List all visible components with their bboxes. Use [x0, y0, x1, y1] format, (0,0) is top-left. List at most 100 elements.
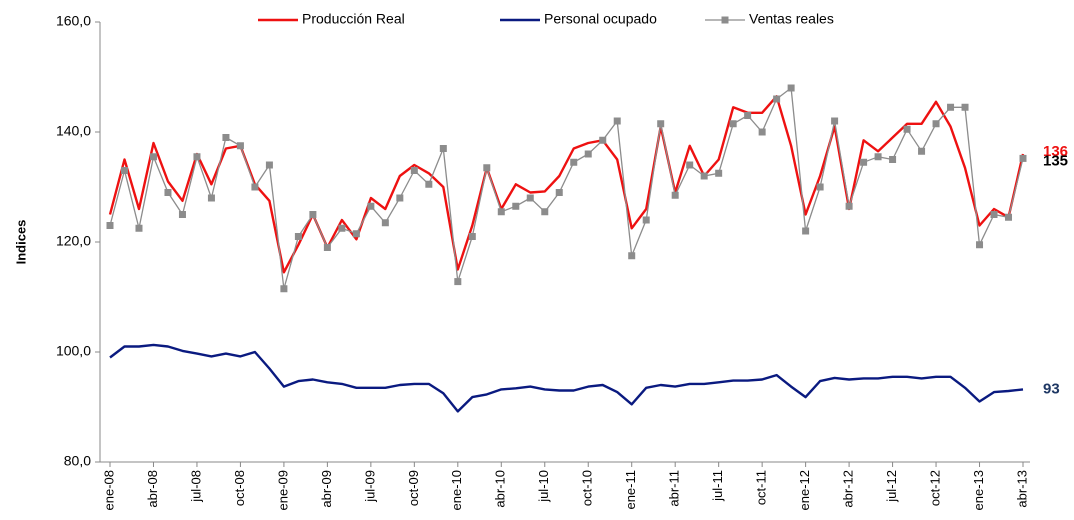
marker [454, 278, 462, 286]
x-tick-label: jul-09 [362, 470, 377, 503]
x-tick-label: ene-08 [101, 470, 116, 510]
marker [120, 167, 128, 174]
x-tick-label: oct-10 [580, 470, 595, 506]
x-tick-label: abr-08 [145, 470, 160, 508]
marker [860, 158, 868, 166]
x-tick-label: abr-13 [1014, 470, 1029, 508]
legend-label: Producción Real [302, 11, 405, 27]
y-tick-label: 100,0 [56, 343, 91, 359]
marker [106, 222, 114, 229]
series-line [109, 87, 1024, 290]
x-tick-label: ene-10 [449, 470, 464, 510]
marker [236, 142, 244, 150]
y-tick-label: 160,0 [56, 13, 91, 29]
marker [207, 194, 215, 202]
marker [700, 172, 708, 180]
legend-label: Ventas reales [749, 11, 834, 27]
x-tick-label: abr-09 [319, 470, 334, 508]
marker [744, 112, 752, 119]
marker [338, 224, 346, 232]
marker [729, 120, 737, 128]
y-tick-label: 120,0 [56, 233, 91, 249]
marker [222, 134, 230, 141]
marker [976, 241, 984, 249]
marker [497, 208, 505, 216]
marker [309, 211, 317, 218]
end-label: 135 [1043, 152, 1068, 169]
marker [265, 161, 273, 169]
x-tick-label: abr-10 [493, 470, 508, 508]
marker [570, 158, 578, 166]
marker [468, 233, 476, 240]
end-label: 93 [1043, 380, 1060, 397]
marker [178, 211, 186, 218]
x-tick-label: jul-08 [188, 470, 203, 503]
marker [831, 117, 839, 125]
x-tick-label: ene-11 [623, 470, 638, 510]
marker [164, 189, 172, 196]
marker [425, 180, 433, 188]
x-tick-label: oct-11 [754, 470, 769, 505]
marker [628, 252, 636, 260]
marker [599, 136, 607, 144]
x-tick-label: jul-10 [536, 470, 551, 503]
y-tick-label: 80,0 [64, 453, 91, 469]
x-tick-label: oct-12 [927, 470, 942, 506]
marker [816, 183, 824, 191]
marker [787, 84, 795, 92]
x-tick-label: jul-11 [710, 470, 725, 502]
legend-label: Personal ocupado [544, 11, 657, 27]
marker [584, 150, 592, 158]
marker [541, 208, 549, 216]
marker [642, 216, 650, 224]
marker [381, 219, 389, 227]
marker [773, 95, 781, 103]
marker [193, 153, 201, 161]
marker [802, 227, 810, 235]
x-tick-label: ene-13 [971, 470, 986, 510]
x-tick-label: ene-09 [275, 470, 290, 510]
marker [671, 191, 679, 199]
marker [512, 202, 520, 210]
marker [889, 156, 897, 163]
marker [396, 194, 404, 202]
series-line [108, 95, 1025, 274]
marker [947, 103, 955, 111]
marker [439, 145, 447, 152]
marker [990, 211, 998, 218]
x-tick-label: abr-11 [667, 470, 682, 507]
marker [149, 153, 157, 161]
x-tick-label: oct-09 [406, 470, 421, 506]
y-tick-label: 140,0 [56, 123, 91, 139]
marker [903, 125, 911, 133]
marker [410, 167, 418, 174]
y-axis-title: Indices [13, 220, 28, 265]
marker [961, 103, 969, 111]
marker [251, 183, 259, 191]
marker [483, 164, 491, 172]
marker [367, 202, 375, 210]
marker [686, 161, 694, 169]
marker [352, 230, 360, 238]
marker [526, 194, 534, 202]
legend-marker [721, 16, 729, 24]
marker [715, 169, 723, 177]
marker [932, 120, 940, 128]
marker [1019, 154, 1027, 162]
x-tick-label: oct-08 [232, 470, 247, 506]
marker [323, 244, 331, 251]
marker [918, 147, 926, 155]
x-tick-label: ene-12 [797, 470, 812, 510]
series-line [109, 343, 1024, 413]
x-tick-label: abr-12 [841, 470, 856, 508]
marker [874, 153, 882, 161]
marker [294, 233, 302, 240]
marker [758, 128, 766, 136]
x-tick-label: jul-12 [884, 470, 899, 503]
end-label: 136 [1043, 143, 1068, 160]
marker [845, 202, 853, 210]
marker [135, 224, 143, 232]
marker [555, 189, 563, 196]
marker [280, 285, 288, 293]
